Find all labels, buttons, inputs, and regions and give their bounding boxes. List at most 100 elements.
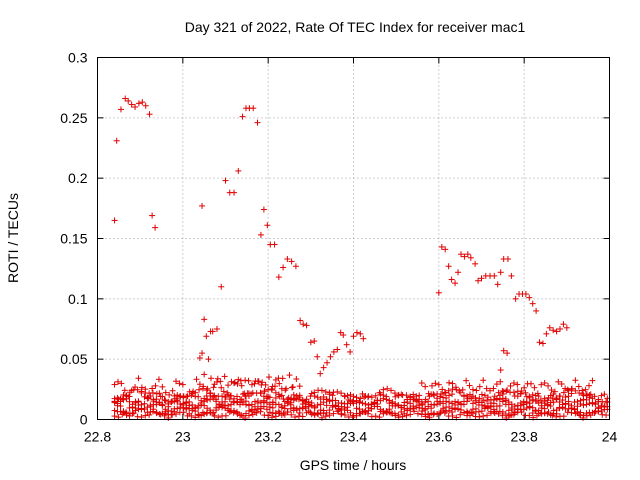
data-point bbox=[403, 392, 410, 399]
data-point bbox=[461, 409, 468, 416]
data-point bbox=[541, 410, 548, 417]
data-point bbox=[545, 382, 552, 389]
data-point bbox=[159, 383, 166, 390]
data-point bbox=[476, 413, 483, 420]
data-point bbox=[591, 409, 598, 416]
x-tick-label: 23.4 bbox=[340, 429, 367, 445]
data-point bbox=[314, 353, 321, 360]
data-point bbox=[249, 411, 256, 418]
data-point bbox=[169, 398, 176, 405]
data-point bbox=[162, 410, 169, 417]
data-point bbox=[184, 393, 191, 400]
data-point bbox=[428, 405, 435, 412]
data-point bbox=[111, 395, 118, 402]
data-point bbox=[222, 412, 229, 419]
data-point bbox=[214, 375, 221, 382]
data-point bbox=[413, 404, 420, 411]
data-point bbox=[276, 380, 283, 387]
data-point bbox=[435, 381, 442, 388]
data-point bbox=[156, 399, 163, 406]
data-point bbox=[374, 403, 381, 410]
data-point bbox=[207, 375, 214, 382]
data-point bbox=[323, 402, 330, 409]
data-point bbox=[272, 376, 279, 383]
data-point bbox=[595, 408, 602, 415]
data-point bbox=[404, 405, 411, 412]
data-point bbox=[245, 412, 252, 419]
data-point bbox=[166, 391, 173, 398]
data-point bbox=[472, 394, 479, 401]
data-point bbox=[435, 289, 442, 296]
data-point bbox=[266, 374, 273, 381]
data-point bbox=[357, 330, 364, 337]
data-point bbox=[560, 413, 567, 420]
data-point bbox=[553, 328, 560, 335]
data-point bbox=[315, 411, 322, 418]
data-point bbox=[280, 264, 287, 271]
data-point bbox=[218, 283, 225, 290]
data-point bbox=[234, 393, 241, 400]
data-point bbox=[418, 411, 425, 418]
data-point bbox=[199, 385, 206, 392]
data-point bbox=[445, 263, 452, 270]
data-point bbox=[234, 410, 241, 417]
data-point bbox=[475, 408, 482, 415]
data-point bbox=[437, 408, 444, 415]
data-point bbox=[275, 274, 282, 281]
data-point bbox=[541, 395, 548, 402]
data-point bbox=[157, 393, 164, 400]
data-point bbox=[260, 403, 267, 410]
data-point bbox=[603, 412, 610, 419]
data-point bbox=[123, 392, 130, 399]
data-point bbox=[496, 402, 503, 409]
data-point bbox=[439, 386, 446, 393]
data-point bbox=[377, 391, 384, 398]
data-point bbox=[480, 413, 487, 420]
data-point bbox=[438, 243, 445, 250]
data-point bbox=[504, 350, 511, 357]
data-point bbox=[111, 413, 118, 420]
data-point bbox=[199, 202, 206, 209]
data-point bbox=[132, 384, 139, 391]
data-point bbox=[283, 385, 290, 392]
data-point bbox=[383, 396, 390, 403]
data-point bbox=[292, 395, 299, 402]
data-point bbox=[533, 412, 540, 419]
data-point bbox=[553, 407, 560, 414]
data-point bbox=[231, 189, 238, 196]
data-point bbox=[204, 397, 211, 404]
data-point bbox=[237, 399, 244, 406]
data-point bbox=[449, 405, 456, 412]
data-point bbox=[350, 393, 357, 400]
data-point bbox=[557, 393, 564, 400]
data-point bbox=[314, 401, 321, 408]
data-point bbox=[174, 405, 181, 412]
data-point bbox=[374, 397, 381, 404]
data-point bbox=[257, 389, 264, 396]
data-point bbox=[261, 388, 268, 395]
data-point bbox=[238, 412, 245, 419]
data-point bbox=[288, 411, 295, 418]
data-point bbox=[449, 386, 456, 393]
data-point bbox=[466, 391, 473, 398]
data-point bbox=[323, 396, 330, 403]
data-point bbox=[307, 339, 314, 346]
data-point bbox=[496, 392, 503, 399]
data-point bbox=[199, 409, 206, 416]
data-point bbox=[311, 389, 318, 396]
data-point bbox=[307, 409, 314, 416]
data-point bbox=[562, 393, 569, 400]
data-point bbox=[595, 396, 602, 403]
data-point bbox=[565, 393, 572, 400]
data-point bbox=[248, 381, 255, 388]
data-point bbox=[138, 406, 145, 413]
data-point bbox=[226, 396, 233, 403]
data-point bbox=[248, 401, 255, 408]
data-point bbox=[303, 322, 310, 329]
y-tick-label: 0.05 bbox=[60, 351, 87, 367]
data-point bbox=[320, 364, 327, 371]
data-point bbox=[186, 398, 193, 405]
data-point bbox=[411, 408, 418, 415]
data-point bbox=[399, 413, 406, 420]
data-point bbox=[526, 412, 533, 419]
